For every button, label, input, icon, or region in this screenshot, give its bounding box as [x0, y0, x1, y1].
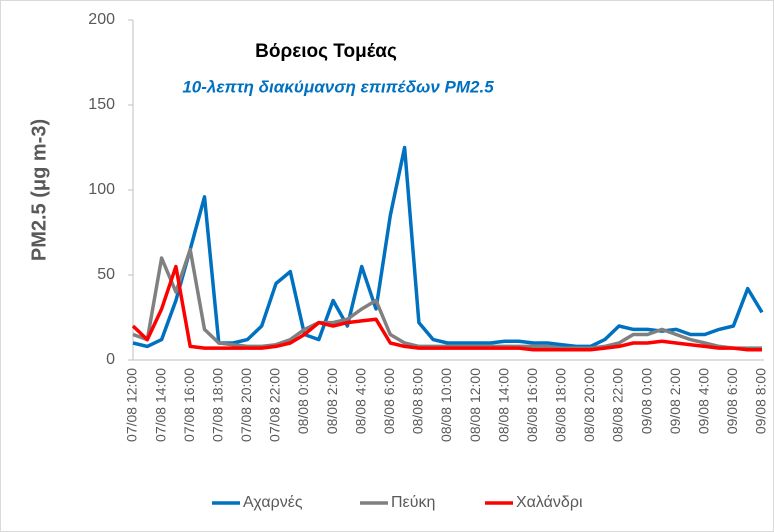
y-tick-label: 200: [88, 11, 115, 28]
legend-label: Χαλάνδρι: [516, 494, 583, 511]
x-tick-label: 08/08 4:00: [352, 368, 368, 434]
x-tick-label: 08/08 6:00: [381, 368, 397, 434]
x-tick-label: 08/08 8:00: [410, 368, 426, 434]
x-tick-label: 08/08 0:00: [295, 368, 311, 434]
x-tick-label: 09/08 0:00: [638, 368, 654, 434]
x-tick-label: 08/08 2:00: [324, 368, 340, 434]
y-tick-label: 100: [88, 181, 115, 198]
x-tick-label: 09/08 6:00: [724, 368, 740, 434]
x-tick-label: 07/08 18:00: [209, 368, 225, 442]
x-tick-label: 07/08 14:00: [152, 368, 168, 442]
x-tick-label: 08/08 16:00: [524, 368, 540, 442]
x-tick-label: 07/08 16:00: [181, 368, 197, 442]
x-tick-label: 09/08 8:00: [753, 368, 769, 434]
x-tick-label: 07/08 20:00: [238, 368, 254, 442]
x-tick-label: 09/08 4:00: [696, 368, 712, 434]
y-tick-label: 50: [97, 266, 115, 283]
y-tick-label: 150: [88, 96, 115, 113]
x-tick-label: 08/08 10:00: [438, 368, 454, 442]
x-tick-label: 09/08 2:00: [667, 368, 683, 434]
x-tick-label: 07/08 12:00: [124, 368, 140, 442]
x-tick-label: 08/08 14:00: [495, 368, 511, 442]
legend-label: Αχαρνές: [243, 494, 303, 511]
chart-title: Βόρειος Τομέας: [255, 41, 397, 62]
series-line: [131, 264, 762, 352]
y-tick-label: 0: [106, 351, 115, 368]
x-tick-label: 08/08 18:00: [553, 368, 569, 442]
y-axis-label: PM2.5 (μg m-3): [28, 119, 50, 261]
x-tick-label: 08/08 20:00: [581, 368, 597, 442]
x-tick-label: 07/08 22:00: [267, 368, 283, 442]
chart-subtitle: 10-λεπτη διακύμανση επιπέδων PM2.5: [182, 77, 494, 96]
x-tick-label: 08/08 22:00: [610, 368, 626, 442]
x-tick-label: 08/08 12:00: [467, 368, 483, 442]
legend-label: Πεύκη: [391, 494, 435, 511]
